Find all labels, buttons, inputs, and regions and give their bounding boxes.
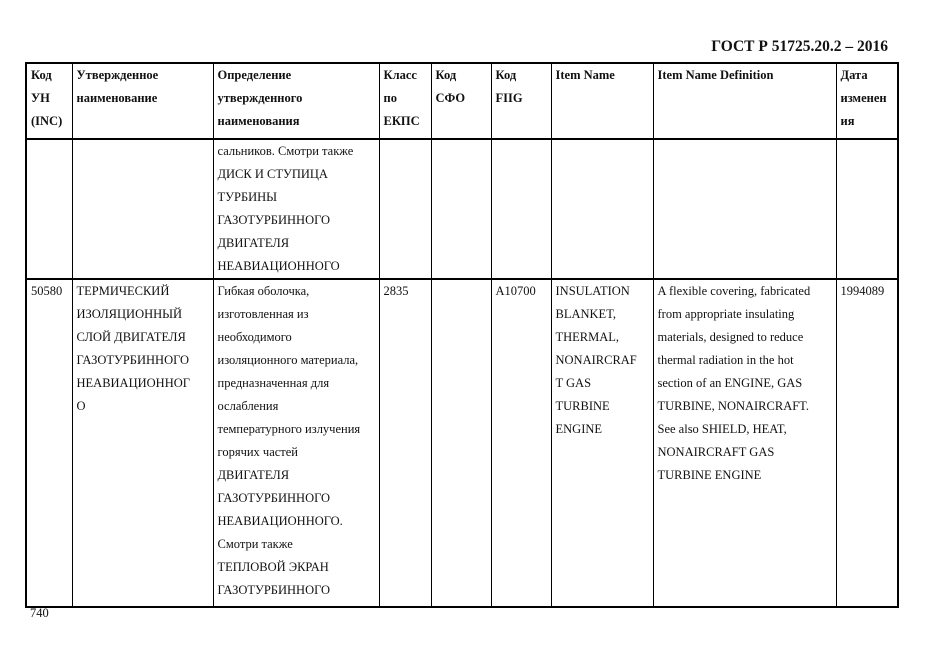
text-line: наименования (217, 114, 300, 128)
header-inc-code: Код УН (INC) (25, 62, 73, 140)
cell-ekps-class (378, 138, 432, 280)
text-line: ия (840, 114, 855, 128)
text-line: NONAIRCRAF (555, 353, 637, 367)
text-line: наименование (76, 91, 158, 105)
header-approved-name: Утвержденное наименование (71, 62, 214, 140)
cell-change-date: 1994089 (835, 278, 899, 608)
text-line: ДВИГАТЕЛЯ (217, 468, 290, 482)
text-line: section of an ENGINE, GAS (657, 376, 803, 390)
text-line: Класс (383, 68, 417, 82)
text-line: О (76, 399, 86, 413)
cell-fiig-code (490, 138, 552, 280)
cell-item-name (550, 138, 654, 280)
text-line: Дата (840, 68, 868, 82)
cell-inc-code: 50580 (25, 278, 73, 608)
text-line: Item Name Definition (657, 68, 774, 82)
table-row: сальников. Смотри также ДИСК И СТУПИЦА ТУР… (25, 138, 899, 280)
cell-name-definition: Гибкая оболочка, изготовленная из необходи… (212, 278, 380, 608)
text-line: по (383, 91, 397, 105)
text-line: УН (31, 91, 50, 105)
text-line: ЕКПС (383, 114, 420, 128)
text-line: BLANKET, (555, 307, 617, 321)
text-line: изменен (840, 91, 887, 105)
header-item-name: Item Name (550, 62, 654, 140)
text-line: горячих частей (217, 445, 299, 459)
header-change-date: Дата изменен ия (835, 62, 899, 140)
text-line: Код (495, 68, 517, 82)
cell-sfo-code (430, 278, 492, 608)
cell-fiig-code: A10700 (490, 278, 552, 608)
cell-approved-name (71, 138, 214, 280)
text-line: FIIG (495, 91, 523, 105)
standard-header: ГОСТ Р 51725.20.2 – 2016 (711, 38, 888, 55)
text-line: предназначенная для (217, 376, 330, 390)
header-sfo-code: Код СФО (430, 62, 492, 140)
cell-item-name: INSULATION BLANKET, THERMAL, NONAIRCRAF T GA… (550, 278, 654, 608)
text-line: ослабления (217, 399, 279, 413)
text-line: утвержденного (217, 91, 303, 105)
text-line: НЕАВИАЦИОННОГО (217, 259, 340, 273)
text-line: Код (31, 68, 52, 82)
header-row: Код УН (INC) Утвержденное наименование Опреде… (25, 62, 899, 140)
text-line: Код (435, 68, 457, 82)
text-line: НЕАВИАЦИОННОГО. (217, 514, 343, 528)
catalog-table: Код УН (INC) Утвержденное наименование Опреде… (25, 62, 899, 608)
text-line: сальников. Смотри также (217, 144, 354, 158)
text-line: See also SHIELD, HEAT, (657, 422, 787, 436)
text-line: ТЕПЛОВОЙ ЭКРАН (217, 560, 329, 574)
page-number: 740 (30, 606, 49, 620)
text-line: T GAS (555, 376, 592, 390)
text-line: ТУРБИНЫ (217, 190, 278, 204)
text-line: изоляционного материала, (217, 353, 359, 367)
text-line: Определение (217, 68, 292, 82)
text-line: TURBINE (555, 399, 610, 413)
text-line: Гибкая оболочка, (217, 284, 310, 298)
cell-item-name-definition: A flexible covering, fabricated from appr… (652, 278, 837, 608)
text-line: TURBINE ENGINE (657, 468, 762, 482)
text-line: ИЗОЛЯЦИОННЫЙ (76, 307, 183, 321)
text-line: НЕАВИАЦИОННОГ (76, 376, 190, 390)
text-line: NONAIRCRAFT GAS (657, 445, 775, 459)
text-line: 1994089 (840, 284, 885, 298)
table-row: 50580 ТЕРМИЧЕСКИЙ ИЗОЛЯЦИОННЫЙ СЛОЙ ДВИГАТЕ… (25, 278, 899, 608)
text-line: СЛОЙ ДВИГАТЕЛЯ (76, 330, 186, 344)
text-line: изготовленная из (217, 307, 309, 321)
text-line: температурного излучения (217, 422, 361, 436)
text-line: ENGINE (555, 422, 603, 436)
text-line: materials, designed to reduce (657, 330, 804, 344)
text-line: from appropriate insulating (657, 307, 795, 321)
header-item-name-definition: Item Name Definition (652, 62, 837, 140)
header-name-definition: Определение утвержденного наименования (212, 62, 380, 140)
text-line: СФО (435, 91, 466, 105)
text-line: INSULATION (555, 284, 630, 298)
text-line: ДИСК И СТУПИЦА (217, 167, 328, 181)
cell-item-name-definition (652, 138, 837, 280)
text-line: 2835 (383, 284, 409, 298)
text-line: ГАЗОТУРБИННОГО (217, 583, 331, 597)
text-line: ТЕРМИЧЕСКИЙ (76, 284, 170, 298)
text-line: A10700 (495, 284, 536, 298)
text-line: (INC) (31, 114, 63, 128)
cell-inc-code (25, 138, 73, 280)
cell-ekps-class: 2835 (378, 278, 432, 608)
text-line: ГАЗОТУРБИННОГО (76, 353, 190, 367)
text-line: ГАЗОТУРБИННОГО (217, 213, 331, 227)
text-line: TURBINE, NONAIRCRAFT. (657, 399, 810, 413)
text-line: thermal radiation in the hot (657, 353, 794, 367)
cell-sfo-code (430, 138, 492, 280)
cell-approved-name: ТЕРМИЧЕСКИЙ ИЗОЛЯЦИОННЫЙ СЛОЙ ДВИГАТЕЛЯ ГАЗ… (71, 278, 214, 608)
text-line: 50580 (31, 284, 63, 298)
text-line: THERMAL, (555, 330, 620, 344)
text-line: Item Name (555, 68, 615, 82)
cell-name-definition: сальников. Смотри также ДИСК И СТУПИЦА ТУР… (212, 138, 380, 280)
header-ekps-class: Класс по ЕКПС (378, 62, 432, 140)
text-line: ГАЗОТУРБИННОГО (217, 491, 331, 505)
header-fiig-code: Код FIIG (490, 62, 552, 140)
text-line: A flexible covering, fabricated (657, 284, 811, 298)
text-line: Утвержденное (76, 68, 159, 82)
cell-change-date (835, 138, 899, 280)
text-line: ДВИГАТЕЛЯ (217, 236, 290, 250)
text-line: Смотри также (217, 537, 293, 551)
text-line: необходимого (217, 330, 292, 344)
